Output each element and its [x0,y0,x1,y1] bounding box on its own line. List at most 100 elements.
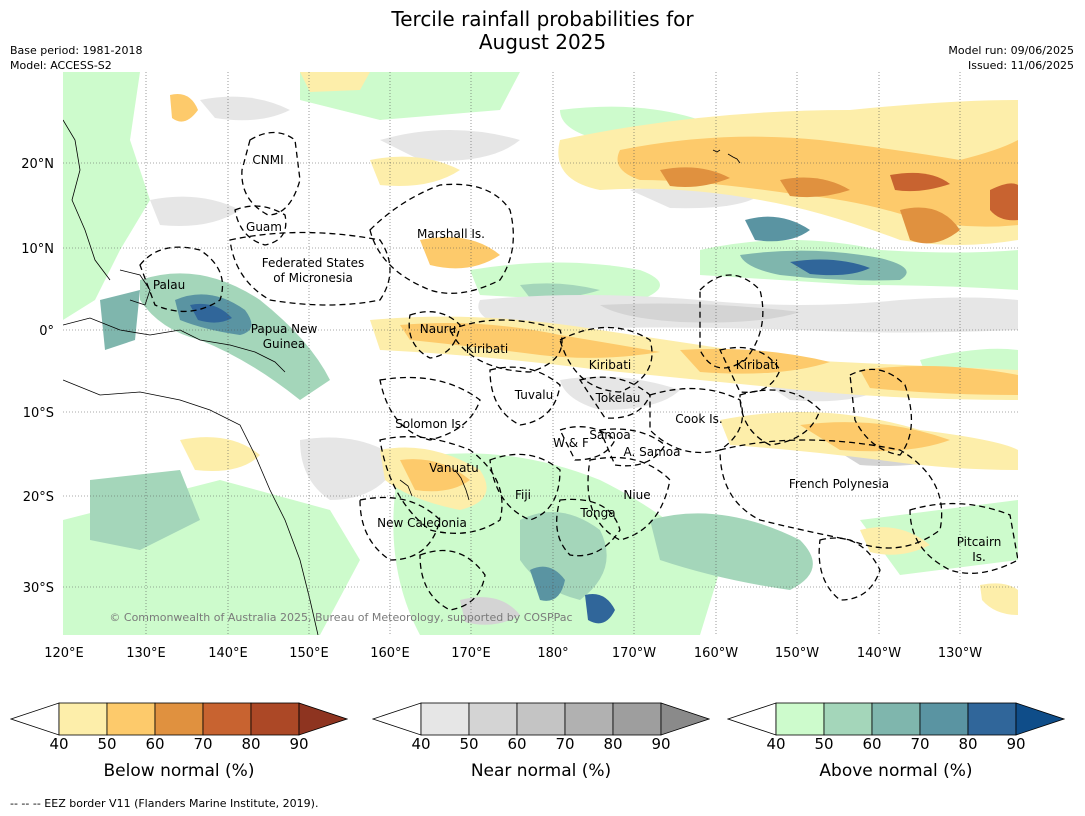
colorbar-segment [468,702,518,736]
lat-tick-label: 0° [39,324,54,339]
colorbar-segment [202,702,252,736]
region-label-png: Guinea [263,337,306,351]
colorbar-tick-label: 50 [459,735,479,753]
region-label-guam: Guam [246,220,282,234]
colorbar-high-extension [660,702,710,736]
map-title-line1: Tercile rainfall probabilities for [391,7,694,31]
colorbar-high-extension [1015,702,1065,736]
colorbar-tick-label: 60 [862,735,882,753]
region-label-kiribati: Kiribati [589,358,631,372]
region-label-solomon: Solomon Is. [395,417,465,431]
region-label-newcal: New Caledonia [377,516,467,530]
longitude-labels: 120°E 130°E 140°E 150°E 160°E 170°E 180°… [44,646,982,661]
region-label-kiribati: Kiribati [466,342,508,356]
lon-tick-label: 150°W [775,646,819,661]
colorbar-tick-label: 80 [603,735,623,753]
colorbar-tick-label: 50 [97,735,117,753]
region-label-fiji: Fiji [515,488,531,502]
colorbar-tick-label: 40 [766,735,786,753]
colorbar-1 [10,702,348,736]
colorbar-title: Below normal (%) [103,761,255,781]
coastlines [63,119,741,635]
region-label-wf: W & F [553,436,589,450]
region-label-fsm: Federated States [262,256,364,270]
region-label-vanuatu: Vanuatu [429,461,479,475]
colorbar-segment [967,702,1017,736]
lat-tick-label: 10°S [23,406,54,421]
region-label-cook: Cook Is. [675,412,722,426]
colorbar-tick-label: 80 [241,735,261,753]
region-label-pitcairn: Pitcairn [957,535,1002,549]
model-text: Model: ACCESS-S2 [10,59,112,72]
region-label-fsm: of Micronesia [273,271,353,285]
region-label-marshall: Marshall Is. [417,227,485,241]
colorbar-title: Above normal (%) [819,761,973,781]
colorbar-tick-label: 90 [1006,735,1026,753]
colorbar-tick-label: 90 [289,735,309,753]
lon-tick-label: 160°E [370,646,410,661]
colorbar-2 [372,702,710,736]
model-run-text: Model run: 09/06/2025 [948,44,1074,57]
colorbar-tick-label: 80 [958,735,978,753]
lon-tick-label: 130°W [938,646,982,661]
lon-tick-label: 150°E [289,646,329,661]
below-normal-areas [170,72,1018,615]
lon-tick-label: 180° [537,646,568,661]
colorbar-tick-label: 50 [814,735,834,753]
colorbar-segment [516,702,566,736]
graticule [63,72,1018,635]
colorbar-low-extension [727,702,777,736]
base-period-text: Base period: 1981-2018 [10,44,143,57]
colorbar-segment [612,702,662,736]
colorbar-high-extension [298,702,348,736]
region-label-tokelau: Tokelau [595,391,641,405]
lat-tick-label: 10°N [21,242,54,257]
region-label-frpoly: French Polynesia [789,477,889,491]
region-label-niue: Niue [623,488,650,502]
region-label-samoa: Samoa [589,428,630,442]
region-label-png: Papua New [251,322,318,336]
colorbar-tick-label: 60 [145,735,165,753]
lat-tick-label: 30°S [23,581,54,596]
region-labels: CNMI Guam Federated States of Micronesia… [153,153,1001,564]
rainfall-map: 120°E 130°E 140°E 150°E 160°E 170°E 180°… [21,72,1018,661]
colorbar-tick-label: 40 [411,735,431,753]
colorbar-segment [420,702,470,736]
region-label-nauru: Nauru [420,322,456,336]
map-title-line2: August 2025 [478,30,607,54]
colorbar-segment [919,702,969,736]
lon-tick-label: 130°E [126,646,166,661]
colorbar-title: Near normal (%) [470,761,612,781]
lon-tick-label: 170°E [451,646,491,661]
lon-tick-label: 140°E [208,646,248,661]
issued-text: Issued: 11/06/2025 [967,59,1074,72]
colorbar-tick-label: 90 [651,735,671,753]
above-normal-areas [63,72,1018,635]
colorbar-3 [727,702,1065,736]
colorbar-low-extension [372,702,422,736]
region-label-palau: Palau [153,278,185,292]
latitude-labels: 20°N 10°N 0° 10°S 20°S 30°S [21,157,54,596]
colorbar-segment [154,702,204,736]
region-label-tuvalu: Tuvalu [514,388,554,402]
region-label-kiribati: Kiribati [736,358,778,372]
region-label-asamoa: A. Samoa [624,445,681,459]
eez-footnote: -- -- -- EEZ border V11 (Flanders Marine… [10,797,319,810]
colorbar-tick-label: 40 [49,735,69,753]
colorbar-segment [775,702,825,736]
region-label-cnmi: CNMI [252,153,283,167]
colorbar-low-extension [10,702,60,736]
lon-tick-label: 140°W [857,646,901,661]
colorbar-tick-label: 70 [193,735,213,753]
colorbar-tick-label: 70 [555,735,575,753]
region-label-tonga: Tonga [579,506,615,520]
colorbar-segment [871,702,921,736]
colorbar-tick-label: 70 [910,735,930,753]
colorbar-segment [823,702,873,736]
colorbar-tick-label: 60 [507,735,527,753]
colorbar-segment [106,702,156,736]
eez-boundaries [139,131,1018,611]
lon-tick-label: 170°W [612,646,656,661]
copyright-text: © Commonwealth of Australia 2025, Bureau… [109,611,572,624]
region-label-pitcairn: Is. [972,550,986,564]
